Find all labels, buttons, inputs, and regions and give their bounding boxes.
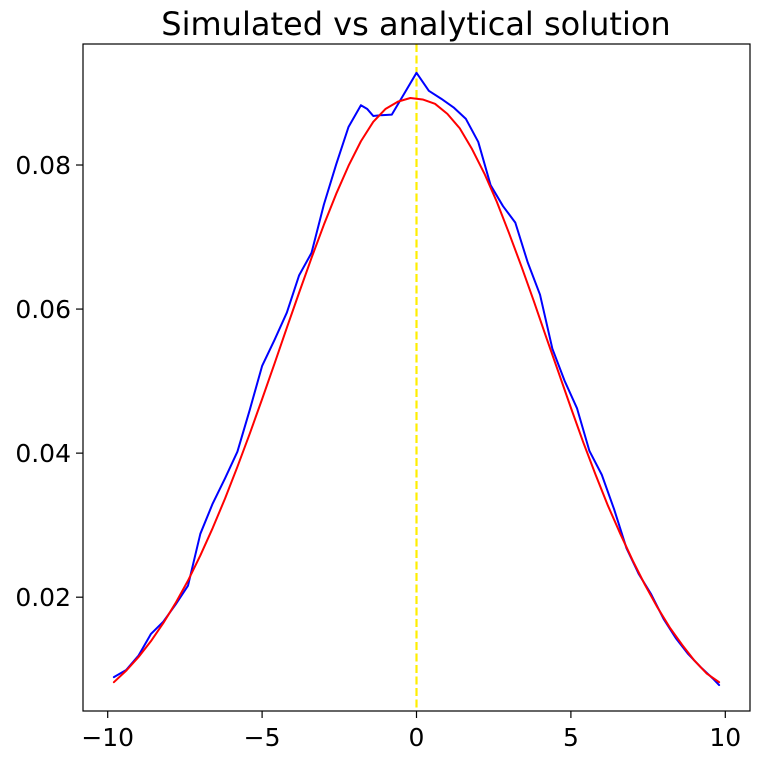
axes-layer: −10 −5 0 5 10 0.02 0.04 0.06 0.08 [15,43,751,752]
y-tick-label: 0.02 [15,583,71,612]
y-tick-label: 0.04 [15,439,71,468]
y-tick-label: 0.08 [15,151,71,180]
series-layer [112,71,721,687]
x-tick-label: 10 [709,723,741,752]
y-tick-label: 0.06 [15,295,71,324]
x-tick-label: −10 [81,723,134,752]
chart-title: Simulated vs analytical solution [161,5,670,43]
series-line-2 [112,97,721,684]
x-tick-label: 0 [409,723,425,752]
series-line-1 [112,71,721,687]
x-tick-label: −5 [244,723,281,752]
x-tick-label: 5 [563,723,579,752]
